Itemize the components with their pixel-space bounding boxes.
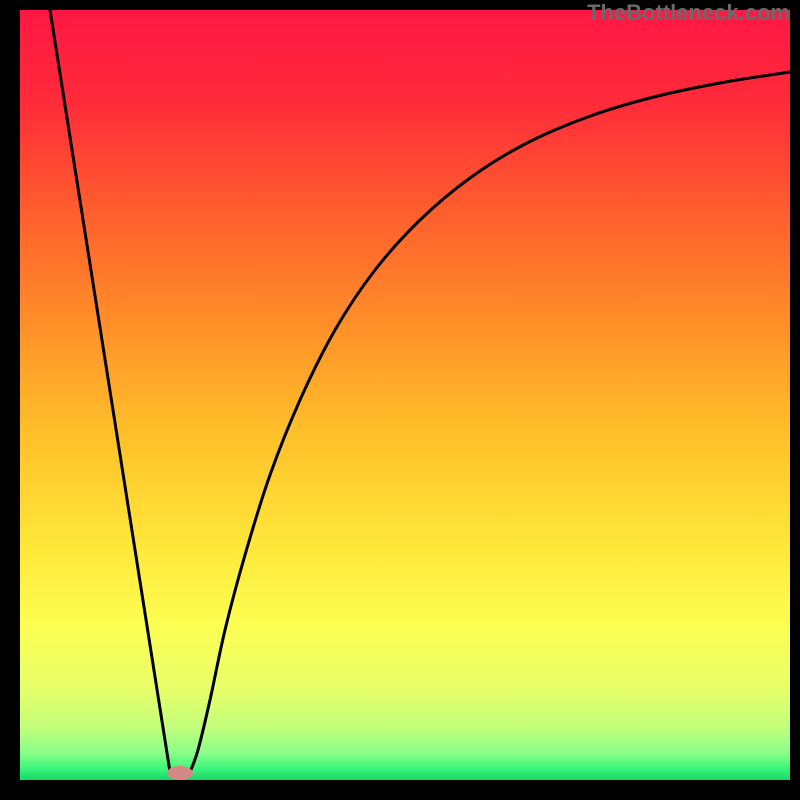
bottleneck-curve xyxy=(20,10,790,780)
watermark-text: TheBottleneck.com xyxy=(587,0,790,26)
dip-marker xyxy=(167,766,193,780)
curve-path xyxy=(50,10,790,772)
chart-frame: TheBottleneck.com xyxy=(0,0,800,800)
plot-area xyxy=(20,10,790,780)
